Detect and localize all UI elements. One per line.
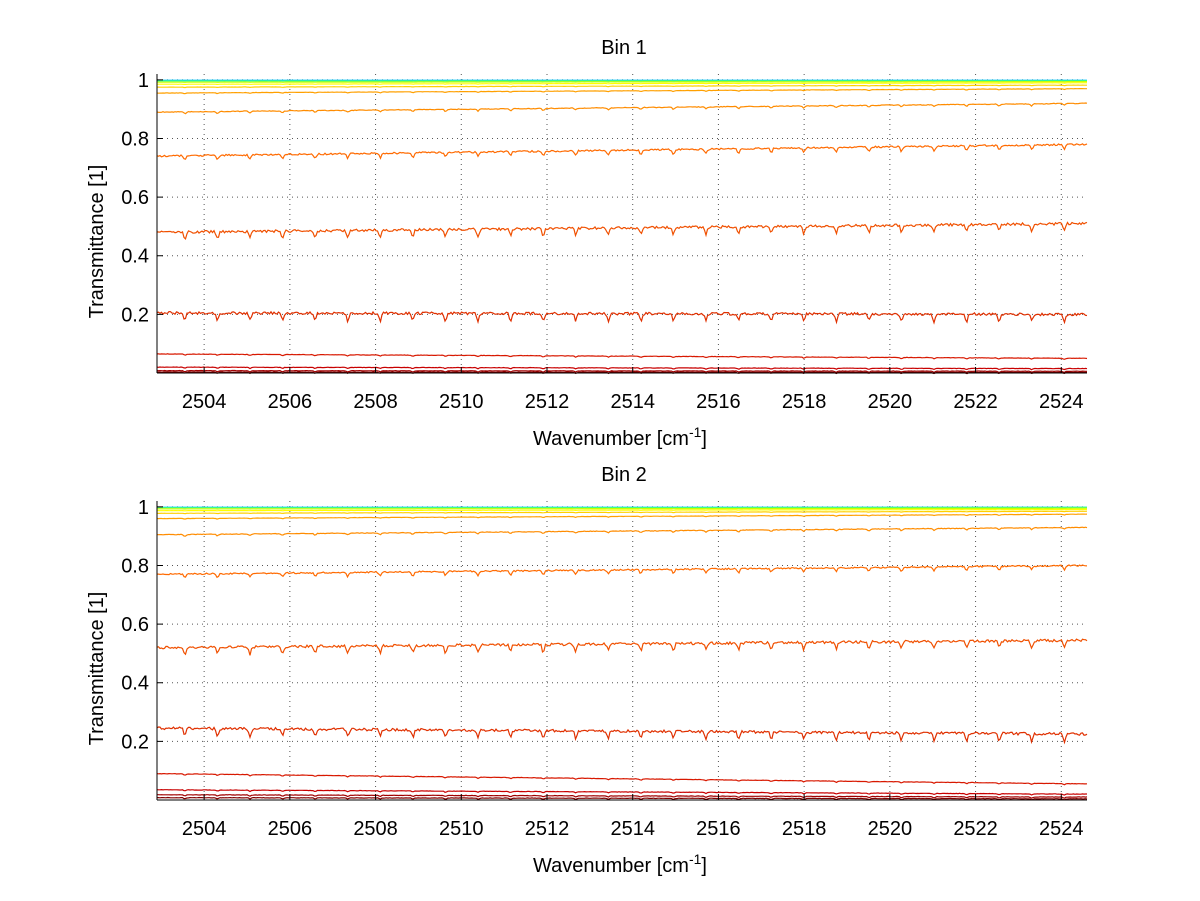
y-tick-label: 1 [138,497,149,519]
y-tick-label: 0.8 [121,555,149,577]
x-tick-label: 2504 [182,391,227,413]
x-tick-label: 2522 [953,818,998,840]
x-tick-label: 2506 [268,818,313,840]
series-line-3 [157,507,1087,510]
y-tick-label: 0.6 [121,614,149,636]
y-tick-label: 0.2 [121,731,149,753]
x-tick-label: 2512 [525,818,570,840]
y-tick-label: 0.2 [121,304,149,326]
x-tick-label: 2514 [610,391,655,413]
x-tick-label: 2520 [868,818,913,840]
series-line-7 [156,526,1088,537]
series-line-8 [157,564,1088,579]
series-line-11 [156,772,1088,786]
series-line-5 [156,510,1088,515]
x-tick-label: 2516 [696,818,741,840]
series-line-6 [156,513,1088,520]
series-line-8 [156,143,1088,161]
x-tick-label: 2506 [268,391,313,413]
y-tick-label: 0.4 [121,246,149,268]
y-tick-label: 0.6 [121,187,149,209]
y-tick-label: 0.8 [121,128,149,150]
subplot-bin-1: 2504 2506 2508 2510 2512 2514 2516 2518 2520 2522… [86,37,1088,450]
series-line-5 [156,84,1087,89]
x-tick-label: 2510 [439,391,484,413]
x-tick-label: 2504 [182,818,227,840]
series-line-12 [156,788,1087,796]
x-tick-label: 2510 [439,818,484,840]
x-tick-label: 2518 [782,818,827,840]
series-line-4 [157,82,1087,86]
series-line-3 [157,80,1087,83]
series-line-13 [156,369,1087,374]
x-axis-label: Wavenumber [cm-1] [533,851,707,877]
series-line-11 [156,353,1088,360]
series-line-7 [156,102,1088,115]
chart-title: Bin 2 [601,464,647,486]
series-line-9 [156,638,1088,656]
x-tick-label: 2512 [525,391,570,413]
series-line-10 [156,310,1088,325]
x-tick-label: 2514 [610,818,655,840]
x-tick-label: 2520 [868,391,913,413]
y-axis-label: Transmittance [1] [86,592,108,746]
x-tick-label: 2522 [953,391,998,413]
y-axis-label: Transmittance [1] [86,165,108,319]
x-tick-label: 2508 [353,391,398,413]
x-tick-label: 2524 [1039,391,1084,413]
x-tick-label: 2518 [782,391,827,413]
series-line-6 [156,87,1087,95]
series-line-12 [156,366,1088,371]
series-line-14 [157,796,1088,801]
x-tick-label: 2516 [696,391,741,413]
series-line-13 [157,794,1088,799]
subplot-bin-2: 2504 2506 2508 2510 2512 2514 2516 2518 2520 2522… [86,464,1088,877]
y-tick-label: 1 [138,70,149,92]
series-line-9 [156,221,1088,241]
x-axis-label: Wavenumber [cm-1] [533,424,707,450]
chart-title: Bin 1 [601,37,647,59]
x-tick-label: 2524 [1039,818,1084,840]
series-line-10 [156,726,1088,745]
y-tick-label: 0.4 [121,673,149,695]
series-line-4 [156,508,1087,512]
x-tick-label: 2508 [353,818,398,840]
